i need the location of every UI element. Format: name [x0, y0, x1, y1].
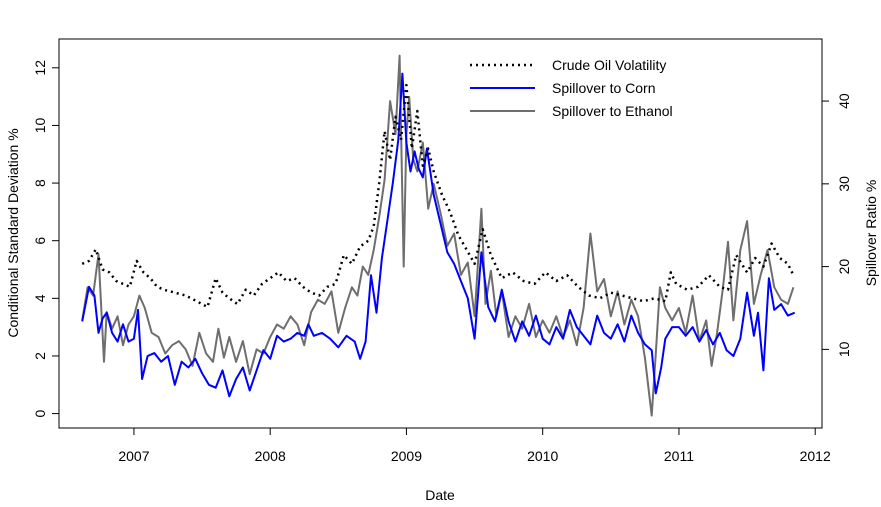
- x-tick-label: 2012: [800, 448, 831, 464]
- x-tick-label: 2008: [255, 448, 286, 464]
- legend-label-corn: Spillover to Corn: [552, 80, 656, 96]
- axes-layer: 2007 2008 2009 2010 2011 2012 0 2 4 6 8 10 12 10 20 30 4…: [32, 60, 852, 464]
- plot-frame: [58, 38, 823, 429]
- legend: Crude Oil Volatility Spillover to Corn S…: [470, 57, 673, 119]
- x-axis-title: Date: [425, 487, 455, 503]
- series-line-crude-oil: [81, 54, 795, 417]
- y-left-tick-label: 6: [32, 237, 48, 245]
- y-left-tick-label: 4: [32, 294, 48, 302]
- y-axis-right-title: Spillover Ratio %: [863, 180, 879, 287]
- x-tick-label: 2009: [391, 448, 422, 464]
- y-axis-left-title: Conditional Standard Deviation %: [5, 128, 21, 337]
- y-right-tick-label: 20: [836, 259, 852, 275]
- y-right-tick-label: 30: [836, 176, 852, 192]
- x-tick-label: 2010: [527, 448, 558, 464]
- series-line-corn: [81, 72, 796, 398]
- legend-label-crude-oil: Crude Oil Volatility: [552, 57, 666, 73]
- legend-label-ethanol: Spillover to Ethanol: [552, 103, 673, 119]
- y-left-tick-label: 2: [32, 352, 48, 360]
- x-tick-label: 2007: [118, 448, 149, 464]
- y-left-tick-label: 12: [32, 60, 48, 76]
- y-left-tick-label: 8: [32, 179, 48, 187]
- y-left-tick-label: 0: [32, 409, 48, 417]
- y-left-tick-label: 10: [32, 117, 48, 133]
- series-layer: [81, 54, 796, 417]
- y-right-tick-label: 10: [836, 341, 852, 357]
- x-tick-label: 2011: [664, 448, 694, 464]
- series-line-ethanol: [81, 83, 795, 309]
- y-right-tick-label: 40: [836, 93, 852, 109]
